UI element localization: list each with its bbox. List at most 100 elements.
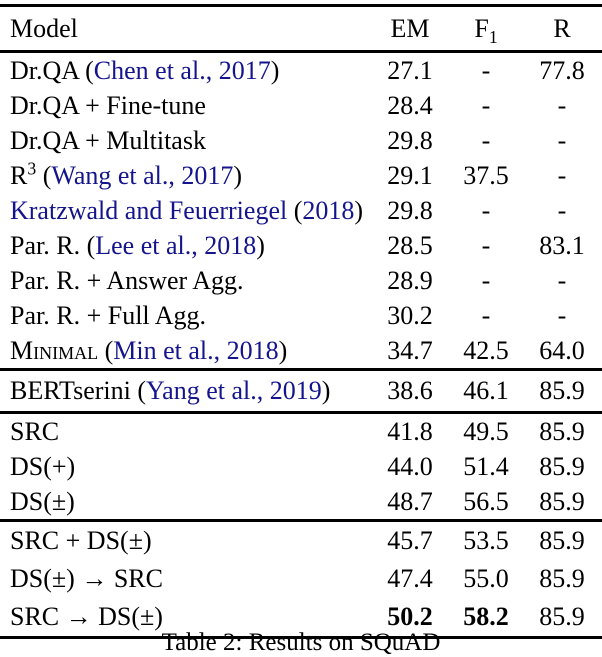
table-row: DS(±) → SRC 47.4 55.0 85.9 <box>0 560 602 598</box>
f1-subscript: 1 <box>488 26 498 47</box>
r-value: 85.9 <box>539 451 585 481</box>
f1-value: 49.5 <box>463 416 509 446</box>
citation-link[interactable]: Min et al., 2018 <box>113 335 279 365</box>
r-value: 77.8 <box>539 55 585 85</box>
em-value: 38.6 <box>387 376 433 405</box>
table-row: Kratzwald and Feuerriegel (2018) 29.8 - … <box>0 193 602 228</box>
col-header-model: Model <box>10 13 78 43</box>
r-value: - <box>557 265 567 295</box>
r-value: - <box>557 195 567 225</box>
col-header-em: EM <box>390 13 430 43</box>
model-label: ) <box>321 376 331 405</box>
em-value: 30.2 <box>387 300 433 330</box>
em-value: 34.7 <box>387 335 433 365</box>
r-value: - <box>557 300 567 330</box>
em-value: 44.0 <box>387 451 433 481</box>
em-value: 41.8 <box>387 416 433 446</box>
model-label: Par. R. ( <box>10 230 96 260</box>
table-row: SRC + DS(±) 45.7 53.5 85.9 <box>0 521 602 561</box>
r-value: 85.9 <box>539 602 585 631</box>
table-row: Minimal (Min et al., 2018) 34.7 42.5 64.… <box>0 333 602 370</box>
citation-link[interactable]: Yang et al., 2019 <box>146 376 322 405</box>
r-value: 83.1 <box>539 230 585 260</box>
f1-label: F <box>474 13 489 43</box>
table-row: SRC → DS(±) 50.2 58.2 85.9 <box>0 598 602 638</box>
model-label: R <box>10 160 28 190</box>
f1-value: 55.0 <box>463 564 509 593</box>
f1-value: - <box>481 90 491 120</box>
f1-value: - <box>481 265 491 295</box>
model-label: Minimal <box>10 335 99 365</box>
f1-value: 58.2 <box>463 602 509 631</box>
model-label: SRC → DS(±) <box>10 602 163 631</box>
f1-value: - <box>481 55 491 85</box>
table-row: DS(±) 48.7 56.5 85.9 <box>0 484 602 521</box>
model-label: ) <box>256 230 265 260</box>
em-value: 29.1 <box>387 160 433 190</box>
model-label: SRC + DS(±) <box>10 526 152 555</box>
f1-value: - <box>481 125 491 155</box>
model-label: Dr.QA + Fine-tune <box>10 90 206 120</box>
model-label: ( <box>98 335 114 365</box>
r-value: 85.9 <box>539 564 585 593</box>
model-label: ) <box>278 335 288 365</box>
model-label: Par. R. + Answer Agg. <box>10 265 244 295</box>
citation-link[interactable]: Chen et al., 2017 <box>93 55 271 85</box>
em-value: 28.5 <box>387 230 433 260</box>
f1-value: - <box>481 300 491 330</box>
model-label: ( <box>36 160 52 190</box>
em-value: 29.8 <box>387 125 433 155</box>
f1-value: 53.5 <box>463 526 509 555</box>
em-value: 28.9 <box>387 265 433 295</box>
r-value: 85.9 <box>539 416 585 446</box>
em-value: 29.8 <box>387 195 433 225</box>
col-header-r: R <box>553 13 571 43</box>
table-row: DS(+) 44.0 51.4 85.9 <box>0 449 602 484</box>
model-label: DS(±) <box>10 486 75 516</box>
f1-value: 42.5 <box>463 335 509 365</box>
table-row: Par. R. (Lee et al., 2018) 28.5 - 83.1 <box>0 228 602 263</box>
r-value: 85.9 <box>539 376 585 405</box>
em-value: 50.2 <box>387 602 433 631</box>
model-superscript: 3 <box>27 158 37 178</box>
em-value: 28.4 <box>387 90 433 120</box>
f1-value: 56.5 <box>463 486 509 516</box>
table-caption: Table 2: Results on SQuAD <box>161 629 441 656</box>
table-row: Dr.QA (Chen et al., 2017) 27.1 - 77.8 <box>0 52 602 89</box>
bertserini-group: BERTserini (Yang et al., 2019) 38.6 46.1… <box>0 369 602 413</box>
citation-link[interactable]: Kratzwald and Feuerriegel <box>10 195 288 225</box>
model-label: ) <box>233 160 243 190</box>
ours-single-group: SRC 41.8 49.5 85.9 DS(+) 44.0 51.4 85.9 … <box>0 412 602 521</box>
model-label: Dr.QA + Multitask <box>10 125 206 155</box>
r-value: 85.9 <box>539 486 585 516</box>
table-row: Par. R. + Full Agg. 30.2 - - <box>0 298 602 333</box>
ours-combined-group: SRC + DS(±) 45.7 53.5 85.9 DS(±) → SRC 4… <box>0 520 602 638</box>
model-label: Par. R. + Full Agg. <box>10 300 206 330</box>
r-value: 64.0 <box>539 335 585 365</box>
model-label: BERTserini ( <box>10 376 146 405</box>
f1-value: 37.5 <box>463 160 509 190</box>
citation-link[interactable]: 2018 <box>302 195 355 225</box>
model-label: DS(+) <box>10 451 76 481</box>
table-row: Dr.QA + Fine-tune 28.4 - - <box>0 88 602 123</box>
f1-value: 51.4 <box>463 451 509 481</box>
model-label: SRC <box>10 416 60 446</box>
col-header-f1: F1 <box>450 6 522 52</box>
citation-link[interactable]: Wang et al., 2017 <box>51 160 234 190</box>
table-row: SRC 41.8 49.5 85.9 <box>0 413 602 450</box>
em-value: 47.4 <box>387 564 433 593</box>
em-value: 27.1 <box>387 55 433 85</box>
table-row: BERTserini (Yang et al., 2019) 38.6 46.1… <box>0 370 602 413</box>
model-label: DS(±) → SRC <box>10 564 163 593</box>
r-value: - <box>557 90 567 120</box>
table-header: Model EM F1 R <box>0 6 602 52</box>
model-label: ( <box>287 195 303 225</box>
table-row: Dr.QA + Multitask 29.8 - - <box>0 123 602 158</box>
model-label: ) <box>354 195 364 225</box>
em-value: 48.7 <box>387 486 433 516</box>
header-row: Model EM F1 R <box>0 6 602 52</box>
r-value: - <box>557 160 567 190</box>
f1-value: - <box>481 230 491 260</box>
citation-link[interactable]: Lee et al., 2018 <box>95 230 257 260</box>
em-value: 45.7 <box>387 526 433 555</box>
